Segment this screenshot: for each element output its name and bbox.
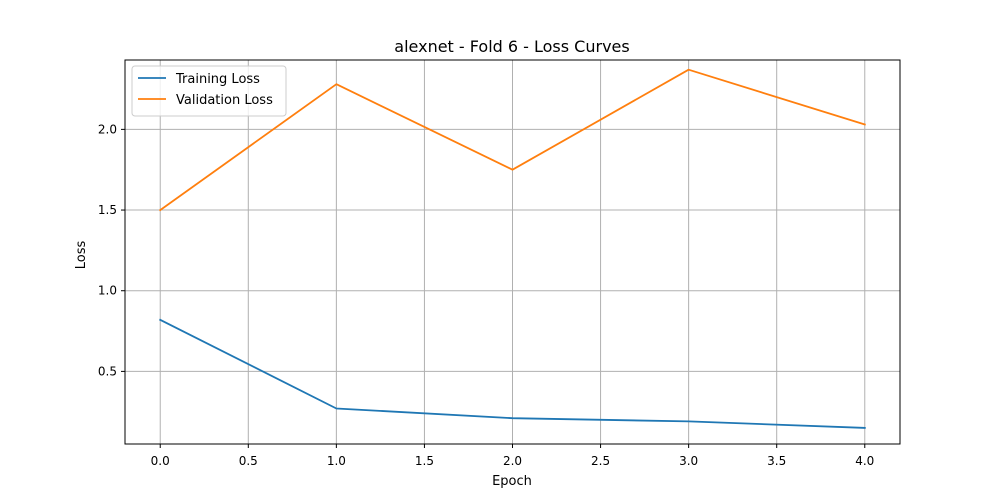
validation-loss-legend-label: Validation Loss	[176, 93, 273, 108]
series-group	[158, 68, 866, 429]
training-loss-line	[158, 318, 866, 429]
y-tick-label: 1.0	[98, 284, 117, 298]
y-tick-label: 0.5	[98, 364, 117, 378]
legend-box	[131, 65, 287, 117]
grid	[125, 60, 900, 444]
x-tick-label: 3.5	[767, 454, 786, 468]
x-tick-label: 1.5	[415, 454, 434, 468]
x-tick-label: 0.5	[239, 454, 258, 468]
legend: Training Loss Validation Loss	[131, 65, 287, 117]
y-axis-label: Loss	[74, 241, 89, 270]
x-tick-label: 2.0	[503, 454, 522, 468]
training-loss-legend-label: Training Loss	[175, 72, 260, 87]
tick-group: 0.0 0.5 1.0 1.5 2.0 2.5 3.0 3.5 4.0 0.5 1.0 1.5 2.0	[98, 122, 874, 468]
x-tick-label: 4.0	[855, 454, 874, 468]
x-tick-label: 2.5	[591, 454, 610, 468]
x-tick-label: 1.0	[327, 454, 346, 468]
x-axis-label: Epoch	[492, 474, 532, 489]
chart-title: alexnet - Fold 6 - Loss Curves	[394, 37, 629, 56]
y-tick-label: 1.5	[98, 203, 117, 217]
x-tick-label: 0.0	[151, 454, 170, 468]
y-tick-label: 2.0	[98, 122, 117, 136]
validation-loss-line	[158, 68, 866, 212]
x-tick-label: 3.0	[679, 454, 698, 468]
